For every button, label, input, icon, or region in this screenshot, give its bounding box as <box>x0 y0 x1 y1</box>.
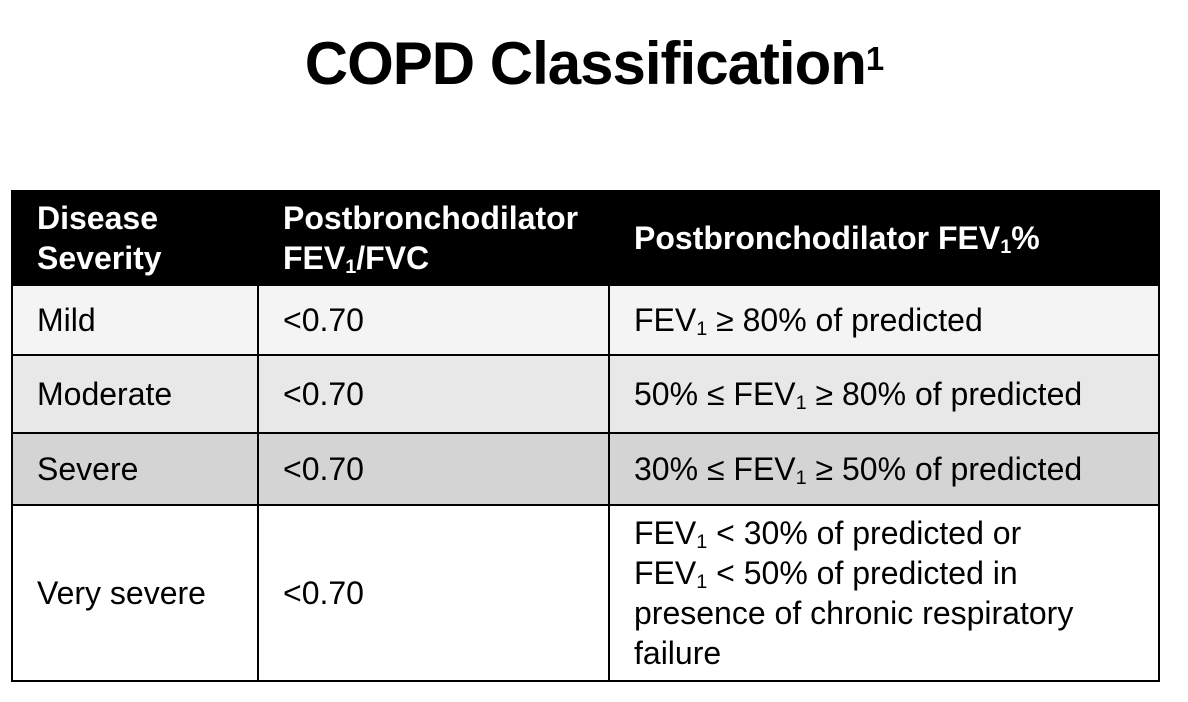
table-header-row: Disease Severity Postbronchodilator FEV1/F… <box>11 190 1160 286</box>
copd-classification-table: Disease Severity Postbronchodilator FEV1/F… <box>11 190 1160 682</box>
cell-severity-mild: Mild <box>11 284 259 356</box>
page-title: COPD Classification1 <box>304 30 885 97</box>
cell-fev1-fvc-moderate: <0.70 <box>257 354 610 434</box>
table-row-very-severe: Very severe <0.70 FEV1 < 30% of predicte… <box>11 504 1160 682</box>
table-row-mild: Mild <0.70 FEV1 ≥ 80% of predicted <box>11 284 1160 356</box>
table-row-moderate: Moderate <0.70 50% ≤ FEV1 ≥ 80% of predi… <box>11 354 1160 434</box>
slide: COPD Classification1 Disease Severity Pos… <box>0 28 1188 702</box>
cell-fev1-fvc-very-severe: <0.70 <box>257 504 610 682</box>
table-row-severe: Severe <0.70 30% ≤ FEV1 ≥ 50% of predict… <box>11 432 1160 506</box>
cell-fev1-fvc-mild: <0.70 <box>257 284 610 356</box>
cell-fev1-percent-moderate: 50% ≤ FEV1 ≥ 80% of predicted <box>608 354 1160 434</box>
cell-fev1-percent-severe: 30% ≤ FEV1 ≥ 50% of predicted <box>608 432 1160 506</box>
cell-fev1-fvc-severe: <0.70 <box>257 432 610 506</box>
cell-severity-severe: Severe <box>11 432 259 506</box>
cell-severity-very-severe: Very severe <box>11 504 259 682</box>
header-postbronchodilator-fev1-fvc: Postbronchodilator FEV1/FVC <box>257 190 610 286</box>
cell-severity-moderate: Moderate <box>11 354 259 434</box>
header-disease-severity: Disease Severity <box>11 190 259 286</box>
cell-fev1-percent-very-severe: FEV1 < 30% of predicted or FEV1 < 50% of … <box>608 504 1160 682</box>
header-postbronchodilator-fev1-percent: Postbronchodilator FEV1% <box>608 190 1160 286</box>
cell-fev1-percent-mild: FEV1 ≥ 80% of predicted <box>608 284 1160 356</box>
